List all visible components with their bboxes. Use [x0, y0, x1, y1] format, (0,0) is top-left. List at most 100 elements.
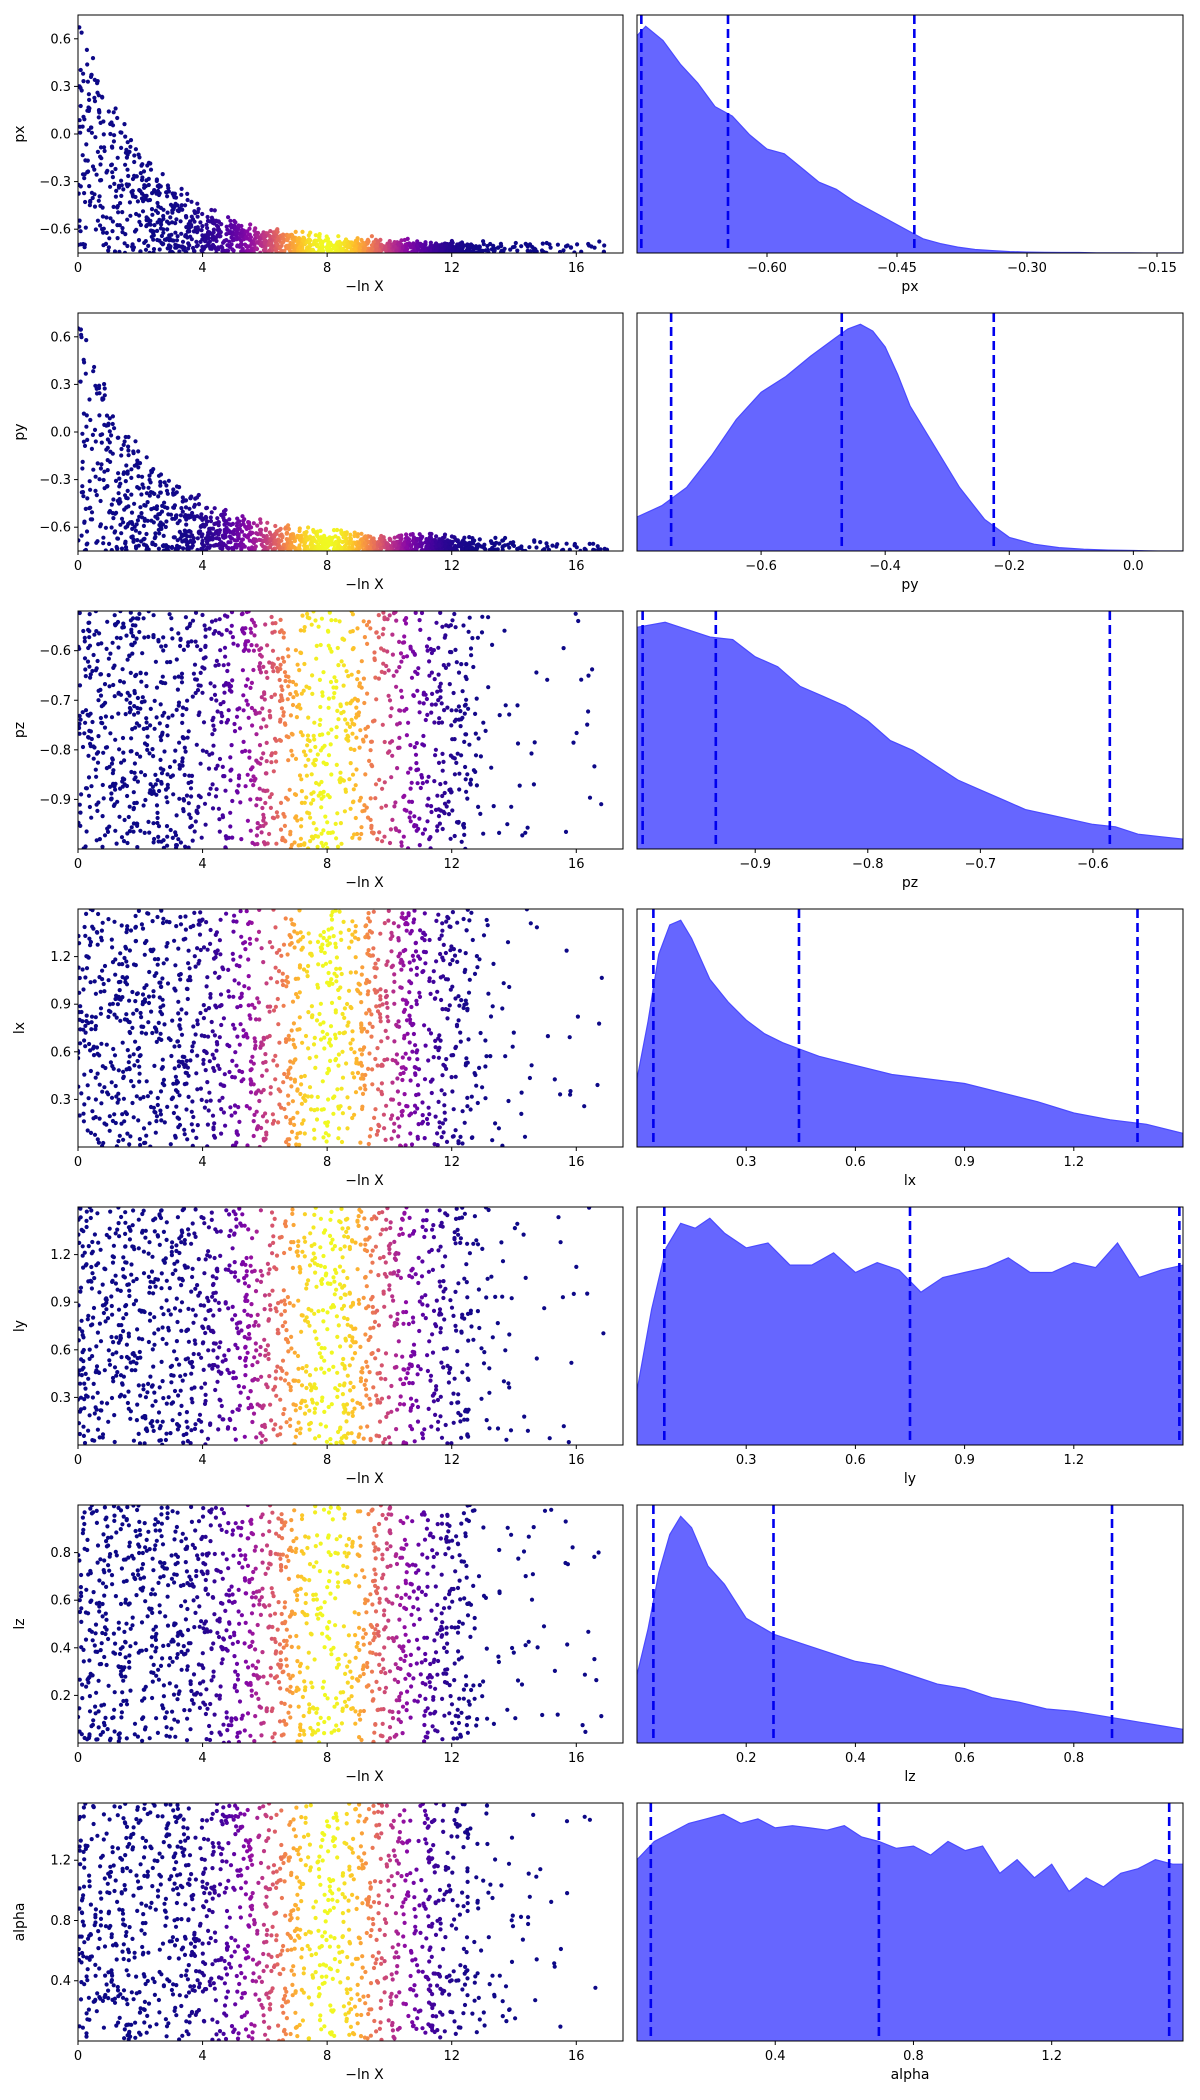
trace-point — [189, 1109, 194, 1114]
trace-point — [111, 139, 116, 144]
trace-point — [410, 1049, 415, 1054]
row-py: 0 4 8 12 160.60.30.0−0.3−0.6−ln Xpy−0.6 −0.4−… — [12, 312, 1184, 593]
trace-point — [350, 800, 356, 805]
trace-point — [294, 715, 299, 720]
trace-point — [302, 841, 307, 846]
trace-point — [392, 535, 397, 540]
trace-point — [151, 542, 156, 547]
trace-point — [262, 690, 267, 695]
trace-point — [149, 518, 154, 523]
trace-point — [448, 836, 453, 841]
trace-point — [150, 212, 155, 217]
trace-point — [217, 938, 222, 943]
trace-point — [108, 784, 113, 789]
trace-point — [195, 1053, 200, 1058]
trace-point — [435, 793, 440, 798]
trace-point — [155, 810, 160, 816]
trace-point — [420, 936, 425, 941]
trace-point — [339, 711, 344, 716]
trace-point — [345, 721, 350, 726]
trace-point — [96, 750, 101, 755]
trace-point — [196, 683, 201, 688]
trace-point — [389, 544, 394, 549]
trace-point — [303, 763, 308, 768]
trace-point — [173, 221, 178, 226]
trace-point — [131, 634, 136, 639]
trace-point — [359, 825, 364, 830]
trace-point — [271, 816, 277, 821]
trace-point — [279, 706, 284, 711]
trace-ytick-label: 0.3 — [50, 378, 71, 393]
trace-point — [517, 783, 522, 788]
trace-point — [438, 681, 443, 686]
trace-point — [230, 635, 235, 640]
trace-point — [150, 191, 155, 196]
trace-point — [318, 933, 323, 938]
trace-point — [255, 523, 260, 528]
trace-point — [203, 822, 208, 827]
trace-point — [334, 725, 339, 730]
trace-point — [359, 531, 364, 536]
trace-point — [441, 759, 446, 765]
trace-point — [139, 163, 144, 168]
trace-point — [123, 479, 128, 484]
trace-point — [586, 709, 591, 714]
trace-point — [113, 787, 118, 792]
trace-point — [86, 620, 91, 626]
trace-point — [207, 1059, 212, 1064]
trace-point — [190, 1143, 195, 1147]
trace-point — [193, 690, 198, 696]
trace-point — [182, 772, 187, 778]
trace-point — [458, 1030, 463, 1035]
trace-point — [149, 468, 154, 473]
trace-point — [372, 657, 377, 663]
trace-point — [176, 1064, 181, 1069]
trace-point — [316, 624, 321, 629]
trace-point — [547, 242, 552, 247]
trace-point — [185, 643, 190, 648]
trace-point — [155, 237, 160, 243]
trace-point — [354, 238, 359, 243]
trace-point — [149, 1009, 154, 1014]
trace-point — [161, 916, 166, 921]
trace-point — [148, 480, 153, 485]
trace-point — [139, 679, 144, 684]
trace-point — [186, 640, 191, 645]
trace-point — [273, 750, 278, 756]
trace-point — [136, 710, 141, 715]
trace-point — [452, 611, 457, 617]
trace-point — [165, 800, 170, 805]
trace-point — [423, 961, 428, 966]
trace-point — [258, 520, 263, 525]
trace-point — [93, 1075, 98, 1080]
trace-point — [82, 731, 87, 736]
trace-point — [244, 236, 249, 241]
trace-point — [133, 439, 138, 444]
trace-point — [323, 762, 328, 767]
trace-point — [164, 488, 170, 493]
trace-point — [336, 234, 341, 239]
trace-point — [205, 225, 210, 231]
trace-ytick-label: 0.0 — [50, 128, 71, 143]
trace-point — [239, 529, 245, 534]
trace-point — [477, 537, 482, 542]
trace-point — [392, 240, 397, 245]
trace-point — [251, 540, 256, 546]
trace-point — [289, 842, 294, 848]
trace-point — [323, 1131, 328, 1136]
trace-point — [98, 178, 103, 183]
trace-point — [572, 250, 577, 253]
trace-point — [293, 682, 299, 687]
trace-point — [138, 222, 143, 228]
trace-point — [213, 794, 219, 799]
trace-point — [321, 670, 326, 675]
trace-point — [124, 783, 130, 789]
trace-point — [268, 1085, 273, 1090]
trace-point — [451, 1107, 456, 1112]
trace-point — [128, 1134, 133, 1139]
trace-point — [355, 677, 360, 682]
trace-point — [263, 771, 268, 776]
trace-ytick-label: −0.3 — [39, 473, 71, 488]
trace-point — [380, 839, 385, 844]
trace-point — [509, 804, 514, 809]
